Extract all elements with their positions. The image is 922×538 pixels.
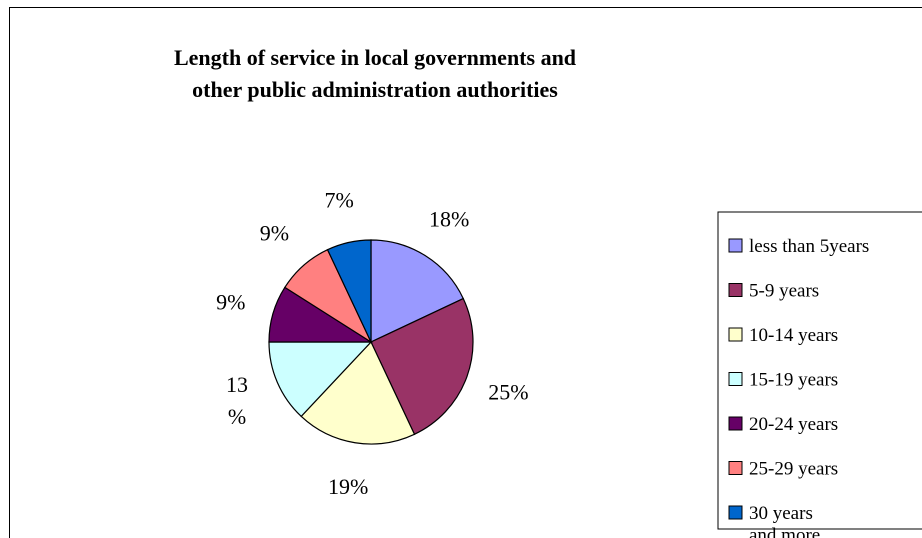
legend-label: 10-14 years xyxy=(749,325,838,346)
pie-value-label: 19% xyxy=(328,474,368,499)
chart-title-line: Length of service in local governments a… xyxy=(174,45,576,70)
legend-label: 25-29 years xyxy=(749,459,838,480)
legend-swatch xyxy=(728,505,743,520)
legend-label: 15-19 years xyxy=(749,370,838,391)
legend: less than 5years 5-9 years 10-14 years 15-1… xyxy=(717,211,922,538)
legend-swatch xyxy=(728,372,743,386)
pie-value-label: % xyxy=(228,404,246,429)
chart-title-line: other public administration authorities xyxy=(192,77,558,102)
pie-labels: 18% 25% 19% 13% 9% 9% 7% xyxy=(216,188,528,500)
chart-frame: Length of service in local governments a… xyxy=(9,7,922,538)
legend-label: and more xyxy=(749,525,820,538)
legend-label: 20-24 years xyxy=(749,414,838,435)
legend-swatch xyxy=(728,238,743,253)
pie-slice xyxy=(268,341,373,418)
legend-swatch xyxy=(728,327,743,342)
legend-swatch xyxy=(728,461,743,475)
legend-swatch xyxy=(728,416,743,431)
pie-value-label: 9% xyxy=(216,289,245,314)
pie-value-label: 9% xyxy=(260,221,289,246)
pie-value-label: 25% xyxy=(488,380,528,405)
legend-label: 5-9 years xyxy=(749,281,819,302)
pie-chart: Length of service in local governments a… xyxy=(174,45,922,538)
pie-slice xyxy=(370,239,465,343)
pie-slice xyxy=(370,297,474,436)
pie-slice xyxy=(300,340,416,445)
pie-value-label: 7% xyxy=(325,188,354,213)
legend-swatch xyxy=(728,283,743,297)
pie-value-label: 13 xyxy=(226,372,248,397)
chart-title: Length of service in local governments a… xyxy=(174,45,576,102)
legend-label: 30 years xyxy=(749,503,813,524)
legend-label: less than 5years xyxy=(749,236,869,257)
legend-box xyxy=(717,211,922,530)
pie-slice xyxy=(326,239,372,343)
pie-value-label: 18% xyxy=(429,207,469,232)
pie-slices xyxy=(268,239,474,445)
